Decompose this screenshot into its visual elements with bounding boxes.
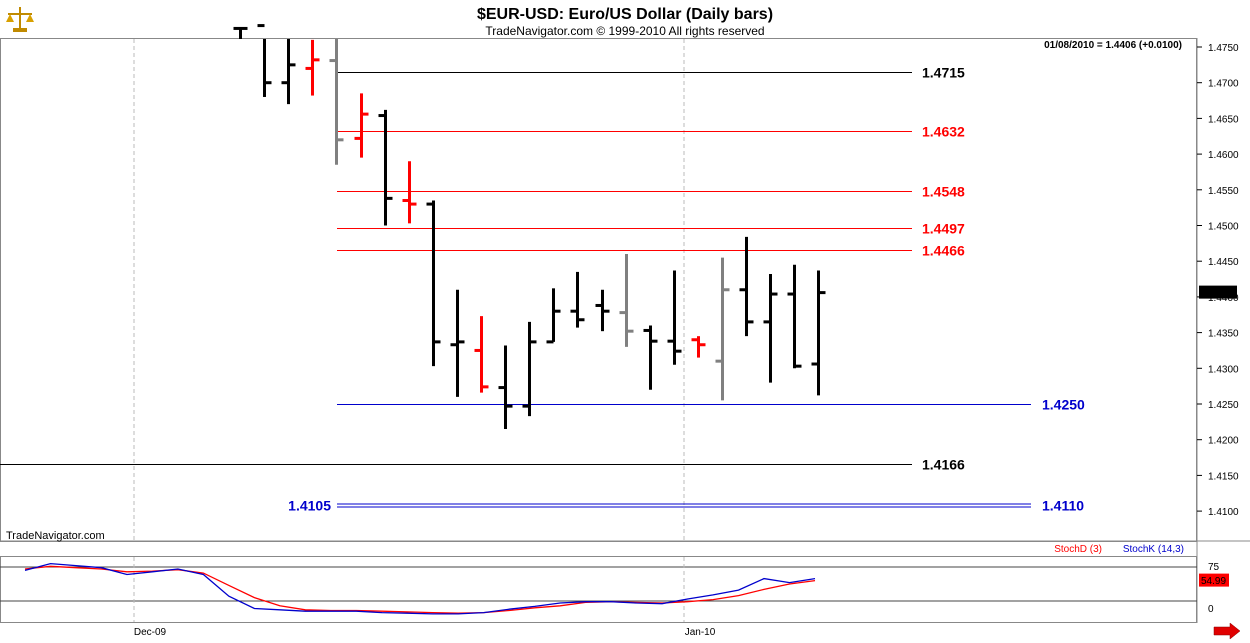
ohlc-bar <box>811 270 826 396</box>
price-tick-label: 1.4600 <box>1208 150 1239 161</box>
date-label: Dec-09 <box>134 627 167 638</box>
logo-icon[interactable] <box>4 4 36 34</box>
ohlc-bar <box>667 270 682 365</box>
level-label: 1.4632 <box>922 124 965 140</box>
price-tick-label: 1.4100 <box>1208 507 1239 518</box>
level-label: 1.4466 <box>922 243 965 259</box>
price-tick-label: 1.4350 <box>1208 329 1239 340</box>
ohlc-bar <box>305 39 320 96</box>
price-tick-label: 1.4700 <box>1208 79 1239 90</box>
ohlc-bar <box>595 289 610 332</box>
date-label: Jan-10 <box>685 627 716 638</box>
level-label-left: 1.4105 <box>288 498 331 514</box>
ohlc-bar <box>281 39 296 105</box>
ohlc-bar <box>402 161 417 224</box>
ohlc-bar <box>257 24 272 97</box>
stoch-value-tag <box>1199 573 1229 587</box>
price-tick-label: 1.4650 <box>1208 114 1239 125</box>
ohlc-bar <box>715 257 730 401</box>
last-quote: 01/08/2010 = 1.4406 (+0.0100) <box>1044 40 1182 51</box>
price-tick-label: 1.4300 <box>1208 364 1239 375</box>
ohlc-bar <box>233 26 248 39</box>
ohlc-bar <box>546 288 561 344</box>
level-label: 1.4715 <box>922 65 965 81</box>
price-tick-label: 1.4550 <box>1208 186 1239 197</box>
price-tick-label: 1.4450 <box>1208 257 1239 268</box>
watermark-label: TradeNavigator.com <box>6 530 105 542</box>
price-tick-label: 1.4150 <box>1208 471 1239 482</box>
ohlc-bar <box>354 93 369 158</box>
legend-stochd: StochD (3) <box>1054 544 1102 555</box>
level-label: 1.4250 <box>1042 397 1085 413</box>
ohlc-bar <box>426 200 441 367</box>
stoch-series-line <box>24 562 816 615</box>
ohlc-bar <box>329 39 344 165</box>
level-label: 1.4548 <box>922 184 965 200</box>
scroll-right-icon[interactable] <box>1213 622 1241 640</box>
level-label: 1.4166 <box>922 457 965 473</box>
ohlc-bar <box>450 289 465 397</box>
ohlc-bar <box>739 236 754 337</box>
chart-copyright: TradeNavigator.com © 1999-2010 All right… <box>485 24 764 38</box>
level-label: 1.4497 <box>922 221 965 237</box>
price-tick-label: 1.4200 <box>1208 436 1239 447</box>
ohlc-bar <box>691 336 706 358</box>
current-price-label: 1.4406 <box>1201 288 1232 299</box>
chart-title: $EUR-USD: Euro/US Dollar (Daily bars) <box>477 6 773 23</box>
current-price-tag <box>1199 285 1237 299</box>
ohlc-bar <box>522 321 537 417</box>
ohlc-bar <box>378 109 393 226</box>
price-tick-label: 1.4250 <box>1208 400 1239 411</box>
ohlc-bar <box>570 271 585 328</box>
stoch-panel-frame <box>0 556 1197 623</box>
level-label: 1.4110 <box>1042 498 1084 514</box>
stoch-value-label: 54.99 <box>1201 576 1226 587</box>
ohlc-bar <box>474 316 489 393</box>
stoch-tick-label: 0 <box>1208 604 1214 615</box>
legend-stochk: StochK (14,3) <box>1123 544 1184 555</box>
ohlc-bar <box>498 345 513 429</box>
ohlc-bar <box>787 264 802 369</box>
price-tick-label: 1.4500 <box>1208 222 1239 233</box>
stoch-tick-label: 75 <box>1208 562 1220 573</box>
ohlc-bar <box>619 254 634 347</box>
ohlc-bar <box>643 325 658 390</box>
ohlc-bar <box>763 274 778 383</box>
price-panel-frame <box>0 38 1197 542</box>
price-tick-label: 1.4750 <box>1208 43 1239 54</box>
